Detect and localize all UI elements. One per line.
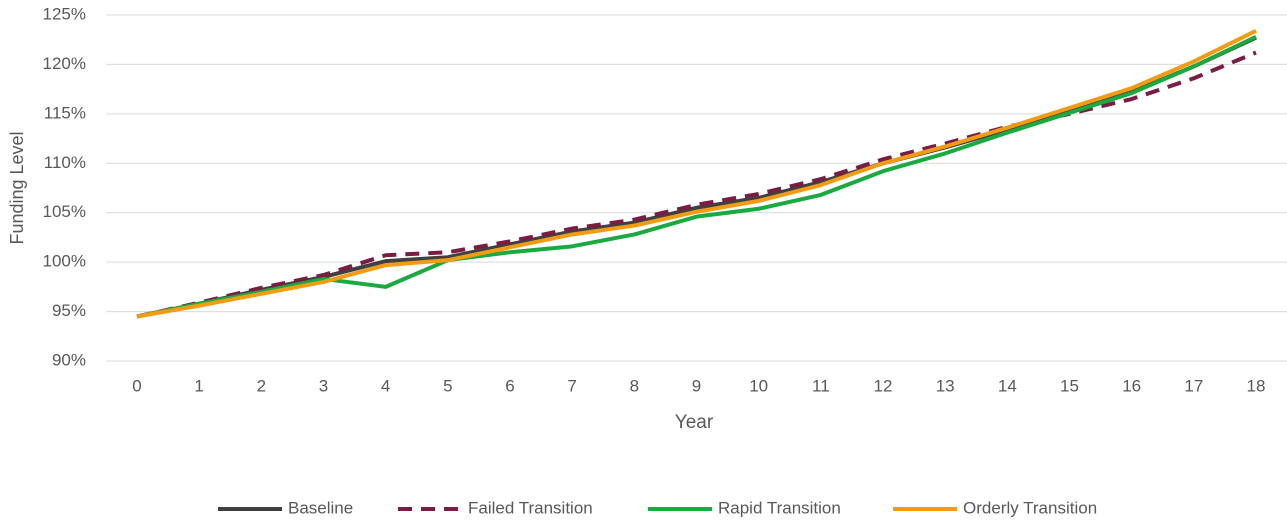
x-tick-label: 6 [505, 376, 514, 395]
y-tick-label: 90% [52, 350, 86, 369]
x-tick-label: 4 [381, 376, 390, 395]
x-tick-label: 2 [257, 376, 266, 395]
legend-label: Rapid Transition [718, 498, 841, 517]
x-tick-label: 10 [749, 376, 768, 395]
x-tick-label: 13 [936, 376, 955, 395]
series-line [136, 29, 1257, 319]
legend-label: Orderly Transition [963, 498, 1097, 517]
series-line [136, 34, 1257, 319]
y-tick-label: 100% [43, 252, 86, 271]
y-tick-label: 105% [43, 202, 86, 221]
x-axis-label: Year [675, 412, 714, 433]
y-tick-label: 120% [43, 54, 86, 73]
y-tick-label: 115% [44, 103, 86, 122]
x-tick-label: 11 [812, 376, 830, 395]
x-tick-label: 18 [1247, 376, 1266, 395]
series-line [136, 35, 1257, 319]
x-tick-label: 3 [319, 376, 328, 395]
x-tick-label: 0 [132, 376, 141, 395]
x-tick-label: 12 [874, 376, 893, 395]
y-tick-label: 95% [52, 301, 86, 320]
y-tick-label: 110% [44, 153, 86, 172]
series-line [136, 50, 1257, 319]
y-tick-label: 125% [43, 4, 86, 23]
x-tick-label: 14 [998, 376, 1017, 395]
x-tick-label: 15 [1060, 376, 1079, 395]
x-tick-label: 16 [1122, 376, 1141, 395]
legend-label: Failed Transition [468, 498, 593, 517]
x-tick-label: 8 [630, 376, 639, 395]
x-tick-label: 9 [692, 376, 701, 395]
legend-label: Baseline [288, 498, 353, 517]
y-axis-label: Funding Level [7, 131, 27, 244]
x-tick-label: 5 [443, 376, 452, 395]
x-tick-label: 17 [1184, 376, 1203, 395]
x-tick-label: 7 [567, 376, 576, 395]
x-tick-label: 1 [194, 376, 203, 395]
